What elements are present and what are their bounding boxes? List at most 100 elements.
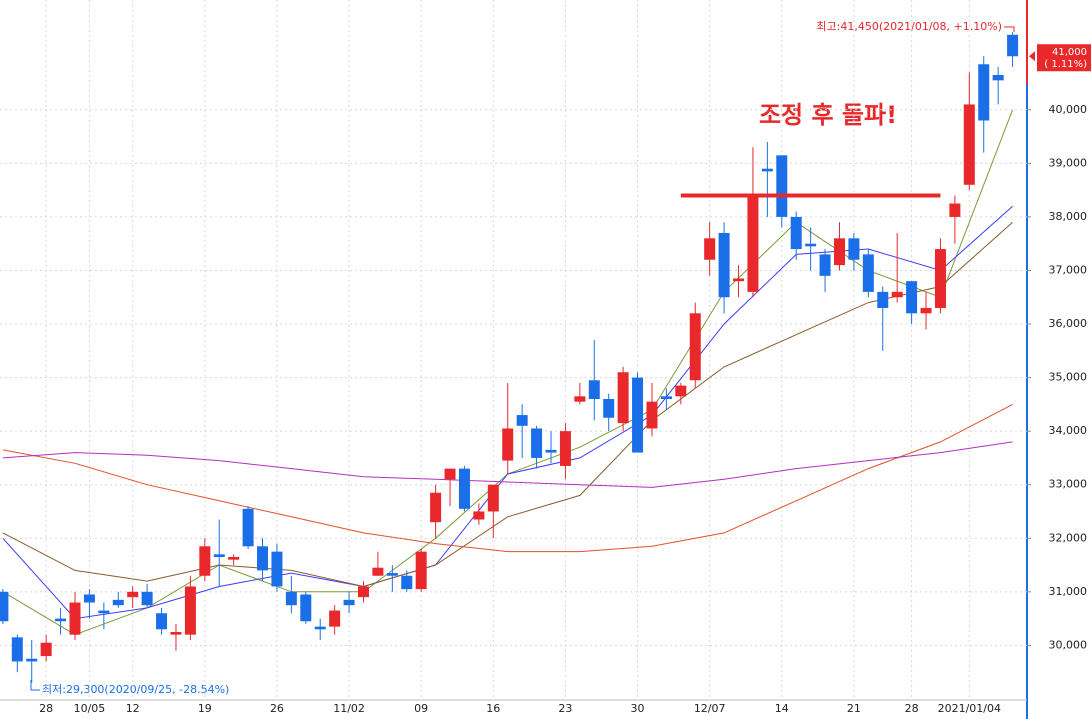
x-tick-label: 11/02 xyxy=(333,702,365,715)
candle-body xyxy=(574,396,586,402)
candle-body xyxy=(790,216,802,250)
x-tick-label: 28 xyxy=(905,702,919,715)
x-tick-label: 09 xyxy=(414,702,428,715)
candle-body xyxy=(271,551,283,587)
candle-body xyxy=(26,658,38,662)
candle-body xyxy=(11,637,23,662)
moving-average-line xyxy=(2,221,1013,588)
x-tick-label: 19 xyxy=(198,702,212,715)
candle-body xyxy=(545,449,557,453)
candle-body xyxy=(415,551,427,590)
y-tick-label: 40,000 xyxy=(1049,103,1088,116)
candle-body xyxy=(1007,34,1019,57)
price-tag-label: 41,000 xyxy=(1052,47,1087,58)
y-tick-label: 36,000 xyxy=(1049,317,1088,330)
y-tick-label: 39,000 xyxy=(1049,156,1088,169)
x-tick-label: 21 xyxy=(847,702,861,715)
y-tick-label: 31,000 xyxy=(1049,585,1088,598)
candle-body xyxy=(184,586,196,635)
y-tick-label: 37,000 xyxy=(1049,263,1088,276)
candle-body xyxy=(257,546,269,571)
candle-body xyxy=(40,642,52,657)
candle-body xyxy=(357,586,369,598)
candle-body xyxy=(805,243,817,247)
candle-body xyxy=(776,155,788,217)
candle-body xyxy=(949,203,961,217)
x-tick-label: 16 xyxy=(486,702,500,715)
candle-body xyxy=(83,594,95,603)
x-tick-label: 23 xyxy=(558,702,572,715)
moving-average-line xyxy=(2,403,1013,553)
candle-body xyxy=(430,492,442,523)
y-tick-label: 34,000 xyxy=(1049,424,1088,437)
candle-body xyxy=(906,281,918,314)
x-tick-label: 26 xyxy=(270,702,284,715)
candle-body xyxy=(646,401,658,429)
candle-body xyxy=(704,238,716,260)
candle-body xyxy=(819,254,831,276)
high-arrow xyxy=(1004,26,1015,32)
low-annotation: 최저:29,300(2020/09/25, -28.54%) xyxy=(42,683,229,696)
x-tick-label: 14 xyxy=(775,702,789,715)
candle-body xyxy=(285,591,297,606)
y-tick-label: 38,000 xyxy=(1049,210,1088,223)
candle-body xyxy=(632,377,644,453)
x-tick-label: 30 xyxy=(631,702,645,715)
candle-body xyxy=(963,104,975,185)
y-tick-label: 33,000 xyxy=(1049,478,1088,491)
candle-body xyxy=(689,313,701,381)
candle-body xyxy=(934,249,946,308)
candle-body xyxy=(660,396,672,400)
candle-body xyxy=(156,613,168,630)
price-tag-change: ( 1.11%) xyxy=(1044,59,1087,70)
candle-body xyxy=(733,278,745,282)
candle-body xyxy=(458,468,470,509)
x-tick-label: 28 xyxy=(39,702,53,715)
candle-body xyxy=(747,195,759,292)
x-tick-label: 12 xyxy=(126,702,140,715)
candle-body xyxy=(170,631,182,635)
candle-body xyxy=(141,591,153,606)
candle-body xyxy=(862,254,874,292)
price-tag-pointer xyxy=(1029,51,1035,62)
moving-average-line xyxy=(2,441,1013,488)
candle-body xyxy=(444,468,456,480)
candle-body xyxy=(69,602,81,635)
candle-body xyxy=(300,594,312,622)
candle-body xyxy=(891,291,903,298)
candle-body xyxy=(228,557,240,560)
x-tick-label: 2021/01/04 xyxy=(938,702,1001,715)
candle-body xyxy=(473,511,485,520)
low-arrow xyxy=(30,680,40,691)
y-tick-label: 32,000 xyxy=(1049,531,1088,544)
candle-body xyxy=(603,399,615,418)
candle-body xyxy=(329,610,341,627)
candle-body xyxy=(127,591,139,598)
candle-body xyxy=(502,428,514,461)
candle-body xyxy=(559,431,571,466)
candle-body xyxy=(213,554,225,558)
candle-body xyxy=(848,238,860,260)
candle-body xyxy=(372,567,384,576)
candle-body xyxy=(98,610,110,614)
candle-body xyxy=(314,626,326,630)
headline: 조정 후 돌파! xyxy=(759,101,897,129)
candle-body xyxy=(833,238,845,266)
candle-body xyxy=(718,232,730,298)
candle-body xyxy=(55,618,67,622)
candle-body xyxy=(978,64,990,121)
candle-body xyxy=(487,484,499,512)
candle-body xyxy=(531,428,543,458)
candle-body xyxy=(401,575,413,590)
candle-body xyxy=(761,168,773,172)
high-annotation: 최고:41,450(2021/01/08, +1.10%) xyxy=(816,20,1002,33)
candle-body xyxy=(386,573,398,576)
candle-body xyxy=(516,415,528,426)
candle-body xyxy=(920,307,932,314)
candle-body xyxy=(199,546,211,576)
candle-body xyxy=(242,508,254,547)
x-tick-label: 10/05 xyxy=(74,702,106,715)
candle-body xyxy=(112,599,124,606)
